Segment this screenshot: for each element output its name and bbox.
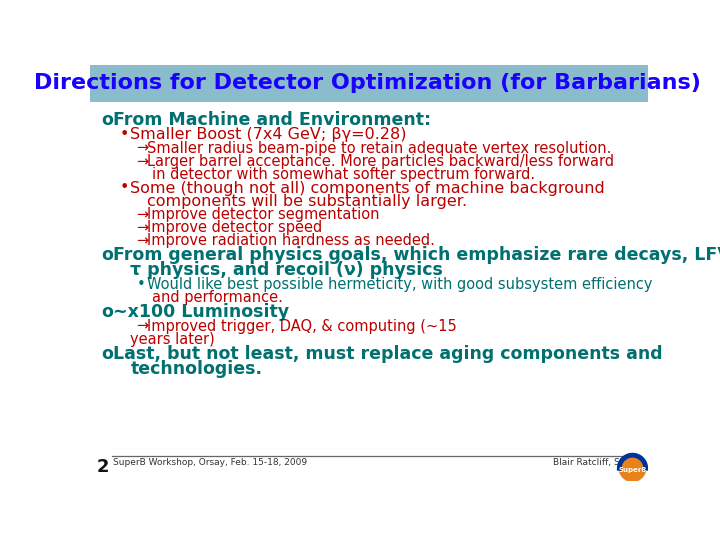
Text: and performance.: and performance. [152,290,283,305]
Text: →: → [137,319,149,334]
Text: Smaller radius beam-pipe to retain adequate vertex resolution.: Smaller radius beam-pipe to retain adequ… [148,141,612,156]
Text: →: → [137,220,149,235]
Circle shape [619,455,646,481]
Text: →: → [137,207,149,222]
Text: →: → [137,141,149,156]
Text: 2: 2 [96,458,109,476]
Text: Improved trigger, DAQ, & computing (~15: Improved trigger, DAQ, & computing (~15 [148,319,457,334]
Text: components will be substantially larger.: components will be substantially larger. [148,194,467,209]
Text: Super8: Super8 [618,467,647,473]
Text: o: o [101,246,113,264]
Text: Improve radiation hardness as needed.: Improve radiation hardness as needed. [148,233,435,248]
Text: Larger barrel acceptance. More particles backward/less forward: Larger barrel acceptance. More particles… [148,154,614,169]
Text: Would like best possible hermeticity, with good subsystem efficiency: Would like best possible hermeticity, wi… [148,277,653,292]
Text: o: o [101,345,113,362]
Text: From Machine and Environment:: From Machine and Environment: [113,111,431,129]
Text: •: • [120,180,129,195]
Text: o: o [101,303,113,321]
Text: Improve detector segmentation: Improve detector segmentation [148,207,380,222]
Text: Smaller Boost (7x4 GeV; βγ=0.28): Smaller Boost (7x4 GeV; βγ=0.28) [130,127,407,143]
Bar [90,65,648,102]
Text: →: → [137,233,149,248]
Text: Last, but not least, must replace aging components and: Last, but not least, must replace aging … [113,345,663,362]
Text: →: → [137,154,149,169]
Text: •: • [120,127,129,143]
Text: From general physics goals, which emphasize rare decays, LFV in: From general physics goals, which emphas… [113,246,720,264]
Text: •: • [137,277,145,292]
Text: SuperB Workshop, Orsay, Feb. 15-18, 2009: SuperB Workshop, Orsay, Feb. 15-18, 2009 [113,457,307,467]
Text: Blair Ratcliff, SLAC: Blair Ratcliff, SLAC [554,457,638,467]
Text: o: o [101,111,113,129]
Text: years later): years later) [130,332,215,347]
Text: Improve detector speed: Improve detector speed [148,220,323,235]
Text: Some (though not all) components of machine background: Some (though not all) components of mach… [130,180,605,195]
Text: τ physics, and recoil (ν) physics: τ physics, and recoil (ν) physics [130,261,444,279]
Text: Directions for Detector Optimization (for Barbarians): Directions for Detector Optimization (fo… [34,73,701,93]
Text: technologies.: technologies. [130,360,262,378]
Text: in detector with somewhat softer spectrum forward.: in detector with somewhat softer spectru… [152,167,535,182]
Text: ~x100 Luminosity: ~x100 Luminosity [113,303,289,321]
